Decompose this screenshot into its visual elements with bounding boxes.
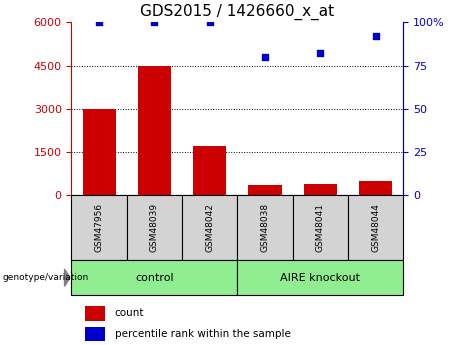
Bar — [85, 327, 105, 341]
Bar — [237, 195, 293, 260]
Point — [206, 20, 213, 25]
Point — [151, 20, 158, 25]
Text: percentile rank within the sample: percentile rank within the sample — [115, 329, 290, 339]
Bar — [83, 109, 116, 195]
Polygon shape — [65, 269, 70, 286]
Bar — [304, 184, 337, 195]
Text: GSM48041: GSM48041 — [316, 203, 325, 252]
Text: GSM48044: GSM48044 — [371, 203, 380, 252]
Text: GSM48039: GSM48039 — [150, 203, 159, 252]
Point — [95, 20, 103, 25]
Text: GSM48042: GSM48042 — [205, 203, 214, 252]
Bar — [348, 195, 403, 260]
Point — [372, 33, 379, 39]
Bar — [293, 195, 348, 260]
Bar — [248, 185, 282, 195]
Point — [261, 54, 269, 60]
Bar — [138, 66, 171, 195]
Bar — [193, 146, 226, 195]
Bar — [359, 180, 392, 195]
Bar — [85, 306, 105, 321]
Title: GDS2015 / 1426660_x_at: GDS2015 / 1426660_x_at — [140, 3, 335, 20]
Text: control: control — [135, 273, 174, 283]
Bar — [71, 195, 127, 260]
Text: AIRE knockout: AIRE knockout — [280, 273, 361, 283]
Bar — [237, 260, 403, 295]
Point — [317, 51, 324, 56]
Text: count: count — [115, 308, 144, 318]
Text: GSM47956: GSM47956 — [95, 203, 104, 252]
Bar — [182, 195, 237, 260]
Bar — [71, 260, 237, 295]
Text: genotype/variation: genotype/variation — [2, 273, 89, 282]
Text: GSM48038: GSM48038 — [260, 203, 270, 252]
Bar — [127, 195, 182, 260]
